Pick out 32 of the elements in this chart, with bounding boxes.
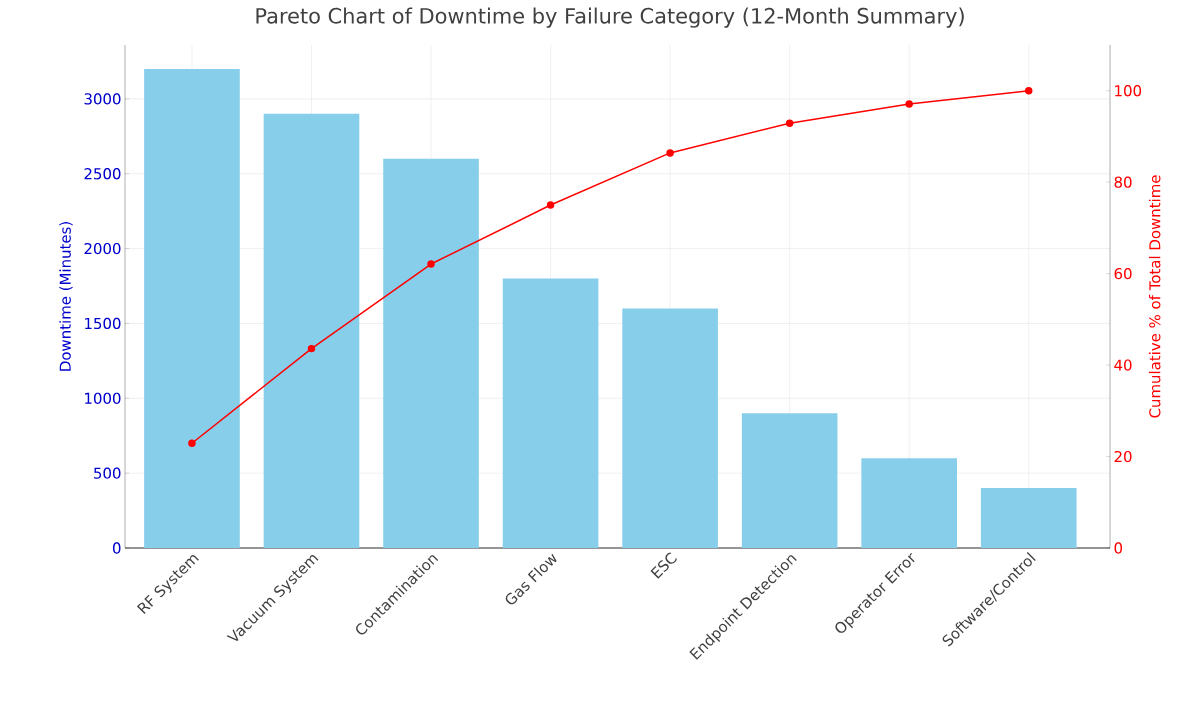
point	[1024, 86, 1033, 95]
y-tick-label: 2000	[84, 242, 121, 255]
point	[666, 149, 674, 157]
y-tick-label: 3000	[84, 93, 121, 105]
y-tick-label: 500	[94, 467, 121, 479]
y-axis-title: Downtime (Minutes)	[59, 222, 73, 371]
bar	[144, 68, 240, 548]
point	[546, 201, 555, 209]
y2-tick-label: 100	[1115, 85, 1142, 97]
y-tick-label: 0	[112, 542, 121, 554]
y2-axis-title: Cumulative % of Total Downtime	[1148, 175, 1161, 418]
point	[427, 260, 435, 268]
y-tick-label: 1000	[85, 392, 121, 404]
point	[905, 100, 913, 108]
y2-tick-label: 20	[1114, 450, 1132, 463]
bar	[741, 413, 838, 548]
bar	[383, 158, 479, 548]
y2-tick-label: 60	[1114, 267, 1132, 280]
bar	[263, 113, 360, 548]
chart-title: Pareto Chart of Downtime by Failure Category (12-Month Summary)	[256, 7, 964, 28]
point	[188, 439, 196, 448]
y2-tick-label: 0	[1114, 542, 1123, 554]
y-tick-label: 1500	[85, 317, 121, 330]
point	[785, 119, 794, 127]
bar	[502, 278, 599, 548]
bar	[980, 488, 1077, 548]
y2-tick-label: 40	[1114, 359, 1132, 371]
point	[307, 344, 316, 353]
bar	[861, 458, 957, 548]
y2-tick-label: 80	[1114, 176, 1132, 188]
bar	[622, 308, 718, 548]
y-tick-label: 2500	[84, 168, 121, 180]
